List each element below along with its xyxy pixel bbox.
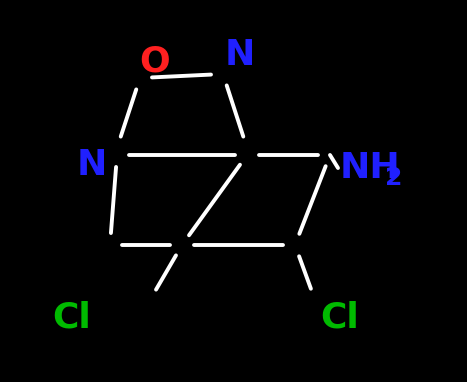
Text: Cl: Cl [321,301,360,335]
Text: N: N [225,38,255,72]
Text: O: O [140,45,170,79]
Text: NH: NH [340,151,401,185]
Text: Cl: Cl [53,301,92,335]
Text: N: N [77,148,107,182]
Text: 2: 2 [385,166,403,190]
